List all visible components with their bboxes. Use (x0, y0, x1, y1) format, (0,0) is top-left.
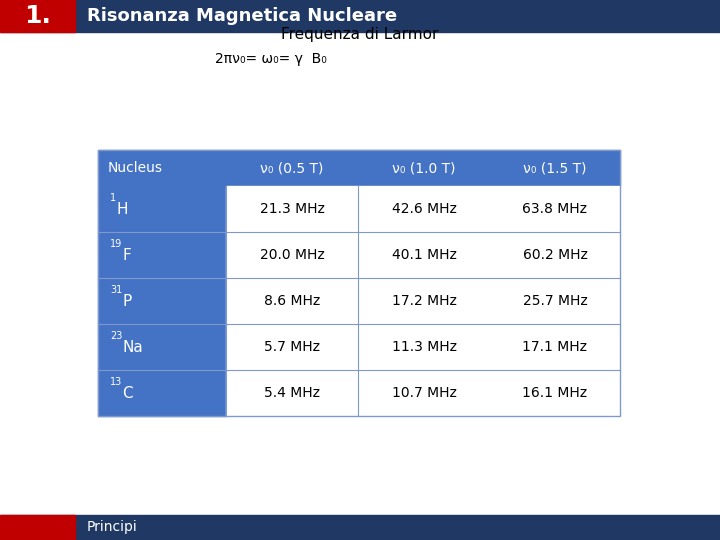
Text: 16.1 MHz: 16.1 MHz (523, 386, 588, 400)
Text: 60.2 MHz: 60.2 MHz (523, 248, 588, 262)
Text: 8.6 MHz: 8.6 MHz (264, 294, 320, 308)
Bar (226, 232, 358, 278)
Bar (358, 232, 490, 278)
Bar (98, 370, 226, 416)
Bar (98, 150, 620, 416)
Bar (358, 278, 490, 324)
Text: F: F (122, 247, 131, 262)
Text: 2πν₀= ω₀= γ  B₀: 2πν₀= ω₀= γ B₀ (215, 52, 327, 66)
Bar (226, 370, 358, 416)
Text: H: H (117, 201, 128, 217)
Bar (490, 324, 620, 370)
Text: ν₀ (0.5 T): ν₀ (0.5 T) (261, 161, 324, 175)
Text: 31: 31 (110, 285, 122, 295)
Text: ν₀ (1.5 T): ν₀ (1.5 T) (523, 161, 587, 175)
Text: 25.7 MHz: 25.7 MHz (523, 294, 588, 308)
Text: ν₀ (1.0 T): ν₀ (1.0 T) (392, 161, 456, 175)
Bar (358, 186, 490, 232)
Text: 17.1 MHz: 17.1 MHz (523, 340, 588, 354)
Text: 17.2 MHz: 17.2 MHz (392, 294, 456, 308)
Bar (0, 515, 720, 540)
Text: 11.3 MHz: 11.3 MHz (392, 340, 456, 354)
Bar (358, 324, 490, 370)
Text: 42.6 MHz: 42.6 MHz (392, 202, 456, 216)
Text: 1.: 1. (24, 4, 51, 28)
Bar (98, 186, 226, 232)
Text: 5.7 MHz: 5.7 MHz (264, 340, 320, 354)
Bar (490, 278, 620, 324)
Bar (98, 150, 620, 186)
Text: C: C (122, 386, 132, 401)
Text: 13: 13 (110, 377, 122, 387)
Text: 21.3 MHz: 21.3 MHz (260, 202, 325, 216)
Bar (98, 278, 226, 324)
Text: Frequenza di Larmor: Frequenza di Larmor (282, 28, 438, 43)
Text: Risonanza Magnetica Nucleare: Risonanza Magnetica Nucleare (87, 7, 397, 25)
Text: Nucleus: Nucleus (108, 161, 163, 175)
Text: 20.0 MHz: 20.0 MHz (260, 248, 325, 262)
Bar (0, 0, 720, 32)
Bar (490, 232, 620, 278)
Text: 40.1 MHz: 40.1 MHz (392, 248, 456, 262)
Text: 1: 1 (110, 193, 116, 203)
Bar (0, 515, 75, 540)
Bar (226, 324, 358, 370)
Text: Na: Na (122, 340, 143, 354)
Text: Principi: Principi (87, 521, 138, 535)
Bar (98, 324, 226, 370)
Text: 10.7 MHz: 10.7 MHz (392, 386, 456, 400)
Bar (226, 278, 358, 324)
Bar (0, 0, 75, 32)
Text: 63.8 MHz: 63.8 MHz (523, 202, 588, 216)
Text: P: P (122, 294, 131, 308)
Bar (98, 232, 226, 278)
Bar (490, 370, 620, 416)
Text: 19: 19 (110, 239, 122, 249)
Bar (490, 186, 620, 232)
Text: 5.4 MHz: 5.4 MHz (264, 386, 320, 400)
Bar (358, 370, 490, 416)
Bar (226, 186, 358, 232)
Text: 23: 23 (110, 331, 122, 341)
